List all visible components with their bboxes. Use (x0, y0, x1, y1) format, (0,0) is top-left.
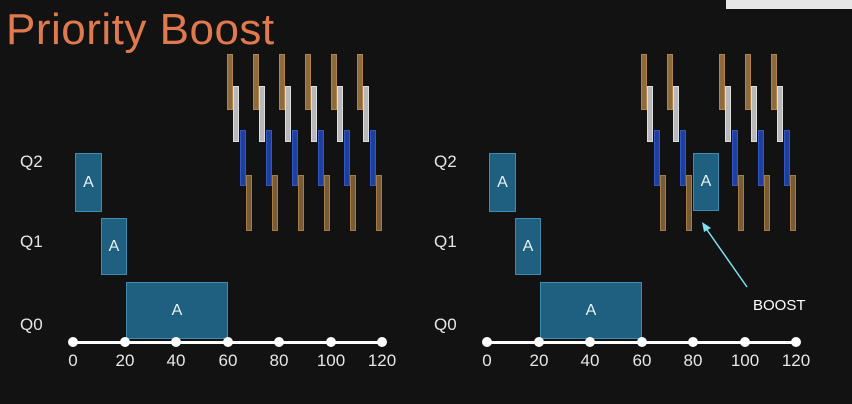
tick-label: 120 (781, 351, 811, 370)
job-b-bar (279, 54, 285, 110)
job-c-bar (647, 86, 653, 142)
queue-label-q0: Q0 (20, 315, 43, 334)
job-d-bar (654, 130, 660, 186)
job-c-bar (673, 86, 679, 142)
job-d-bar (784, 130, 790, 186)
job-c-bar (259, 86, 265, 142)
job-d-bar (370, 130, 376, 186)
job-a-block-q2: A (75, 153, 102, 212)
top-right-bar (726, 0, 852, 9)
queue-label-q1: Q1 (434, 232, 457, 251)
job-c-bar (363, 86, 369, 142)
tick-dot (326, 337, 336, 347)
tick-label: 80 (683, 351, 703, 370)
tick-label: 60 (218, 351, 238, 370)
queue-label-q0: Q0 (434, 315, 457, 334)
job-c-bar (777, 86, 783, 142)
job-a-block-q1: A (101, 218, 127, 275)
job-e-bar (764, 175, 770, 231)
job-d-bar (758, 130, 764, 186)
queue-label-q2: Q2 (434, 152, 457, 171)
tick-dot (274, 337, 284, 347)
diagram-without-boost: Q2 Q1 Q0 A A A 0 20 40 60 80 100 120 (20, 54, 397, 370)
page-title: Priority Boost (6, 5, 275, 54)
job-c-bar (337, 86, 343, 142)
tick-dot (740, 337, 750, 347)
job-d-bar (680, 130, 686, 186)
tick-label: 0 (68, 351, 78, 370)
job-d-bar (344, 130, 350, 186)
job-b-bar (305, 54, 311, 110)
job-e-bar (686, 175, 692, 231)
job-e-bar (376, 175, 382, 231)
job-e-bar (790, 175, 796, 231)
tick-label: 120 (367, 351, 397, 370)
job-c-bar (233, 86, 239, 142)
diagram-with-boost: Q2 Q1 Q0 A A A A BOOST 0 20 40 60 80 100… (414, 0, 840, 404)
job-b-bar (745, 54, 751, 110)
queue-label-q2: Q2 (20, 152, 43, 171)
job-b-bar (667, 54, 673, 110)
job-b-bar (771, 54, 777, 110)
job-b-bar (227, 54, 233, 110)
job-e-bar (246, 175, 252, 231)
job-e-bar (660, 175, 666, 231)
tick-label: 100 (316, 351, 346, 370)
tick-dot (68, 337, 78, 347)
job-b-bar (331, 54, 337, 110)
job-d-bar (240, 130, 246, 186)
boost-arrow-icon (702, 222, 748, 288)
job-a-block-q2: A (489, 153, 516, 212)
job-c-bar (725, 86, 731, 142)
queue-label-q1: Q1 (20, 232, 43, 251)
tick-label: 20 (115, 351, 135, 370)
tick-label: 20 (529, 351, 549, 370)
job-b-bar (253, 54, 259, 110)
tick-label: 40 (580, 351, 600, 370)
job-e-bar (738, 175, 744, 231)
job-b-bar (357, 54, 363, 110)
job-e-bar (324, 175, 330, 231)
job-b-bar (641, 54, 647, 110)
job-a-block-q0: A (126, 282, 228, 339)
job-c-bar (311, 86, 317, 142)
tick-label: 60 (632, 351, 652, 370)
job-c-bar (751, 86, 757, 142)
job-c-bar (285, 86, 291, 142)
tick-dot (534, 337, 544, 347)
tick-dot (120, 337, 130, 347)
job-e-bar (272, 175, 278, 231)
job-e-bar (298, 175, 304, 231)
tick-label: 0 (482, 351, 492, 370)
job-d-bar (292, 130, 298, 186)
job-d-bar (318, 130, 324, 186)
job-b-bar (719, 54, 725, 110)
tick-dot (791, 337, 801, 347)
tick-label: 80 (269, 351, 289, 370)
tick-dot (688, 337, 698, 347)
tick-dot (637, 337, 647, 347)
job-a-block-boosted: A (693, 153, 719, 211)
tick-label: 100 (730, 351, 760, 370)
tick-dot (223, 337, 233, 347)
tick-dot (482, 337, 492, 347)
boost-label: BOOST (753, 297, 806, 314)
tick-dot (171, 337, 181, 347)
tick-dot (377, 337, 387, 347)
job-e-bar (350, 175, 356, 231)
tick-dot (585, 337, 595, 347)
job-a-block-q0: A (540, 282, 642, 339)
job-d-bar (732, 130, 738, 186)
job-a-block-q1: A (515, 218, 541, 275)
job-d-bar (266, 130, 272, 186)
tick-label: 40 (166, 351, 186, 370)
